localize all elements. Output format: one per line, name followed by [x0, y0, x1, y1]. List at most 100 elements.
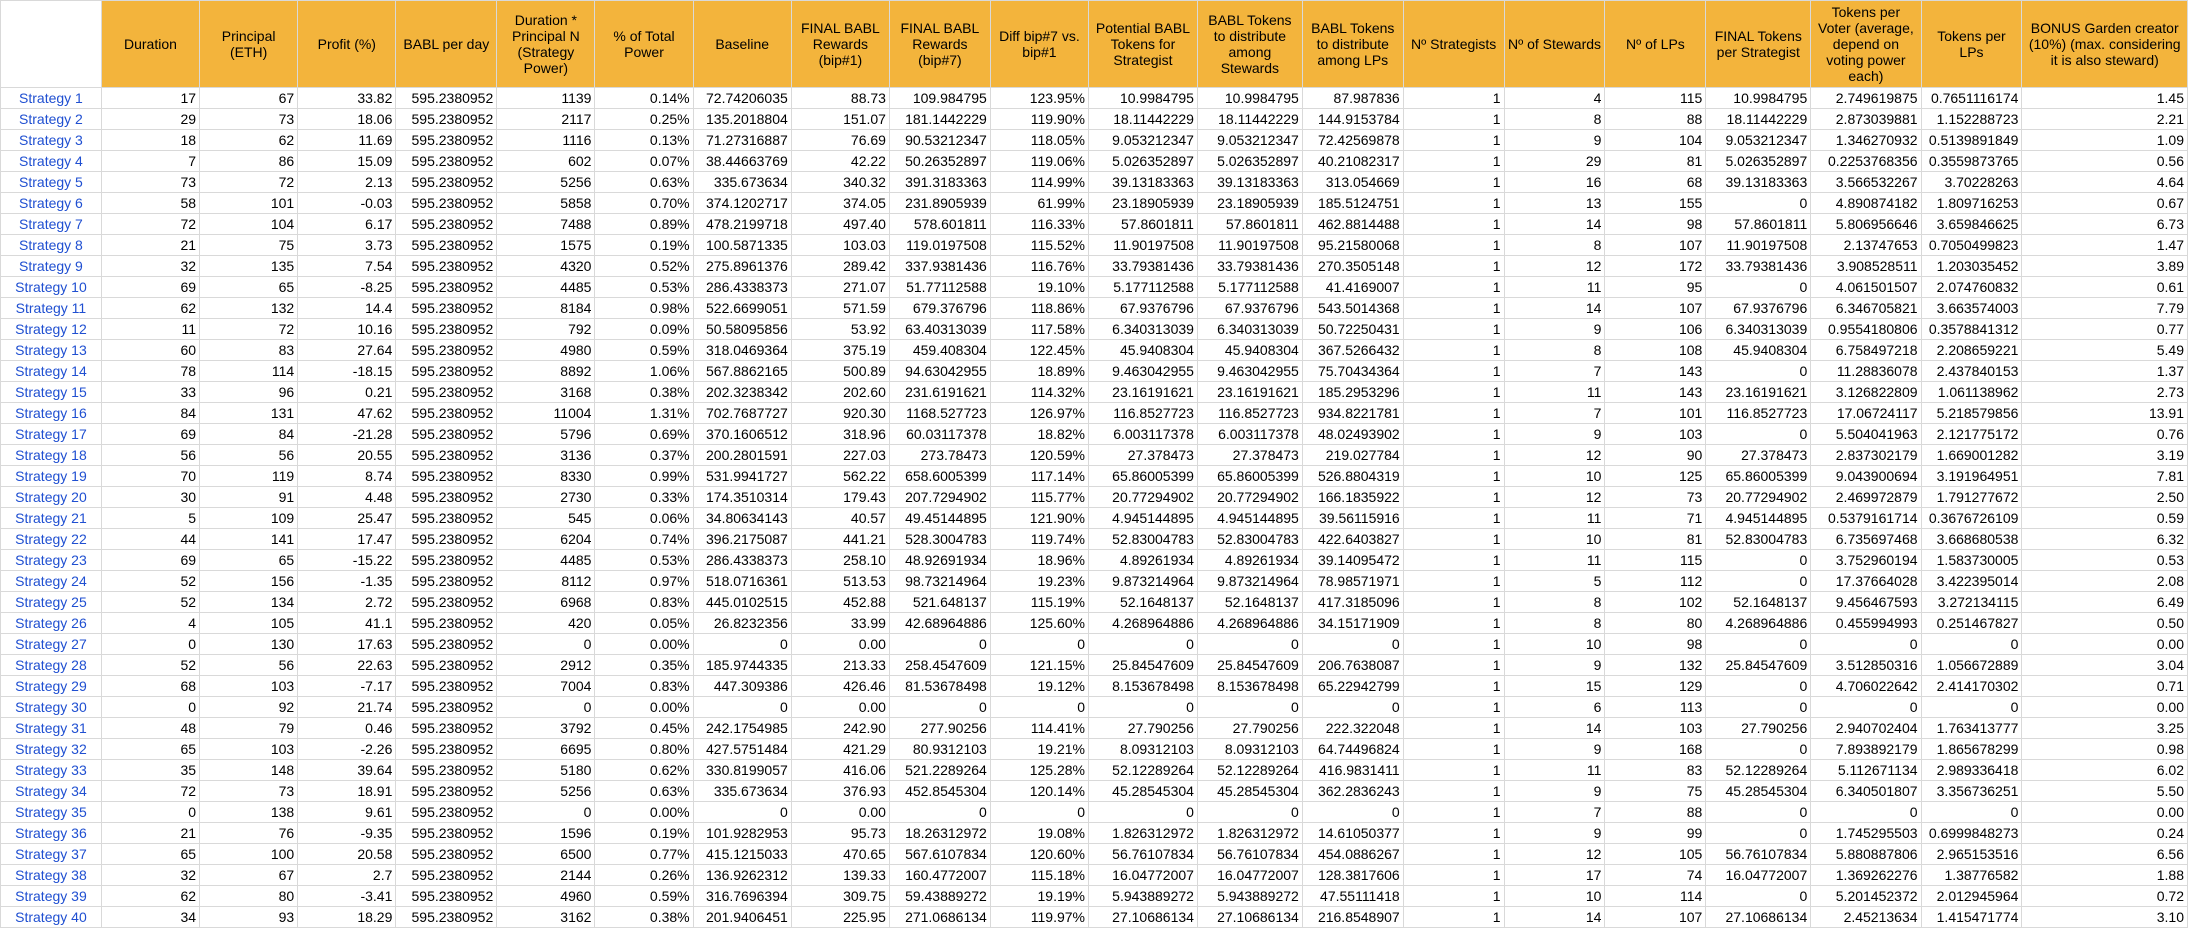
table-cell[interactable]: 107 [1604, 234, 1707, 256]
table-cell[interactable]: 1 [1402, 675, 1505, 697]
table-cell[interactable]: 0.77 [2021, 318, 2188, 340]
table-cell[interactable]: 3792 [496, 717, 596, 739]
table-cell[interactable]: 32 [100, 255, 201, 277]
strategy-name-cell[interactable]: Strategy 26 [0, 612, 102, 634]
table-cell[interactable]: 1 [1402, 276, 1505, 298]
table-cell[interactable]: 500.89 [790, 360, 890, 382]
table-cell[interactable]: 9.873214964 [1088, 570, 1198, 592]
table-cell[interactable]: 0.3578841312 [1920, 318, 2023, 340]
table-cell[interactable]: 0.76 [2021, 423, 2188, 445]
table-cell[interactable]: 0.97% [594, 570, 694, 592]
table-cell[interactable]: 2.208659221 [1920, 339, 2023, 361]
table-cell[interactable]: 0 [1196, 801, 1303, 823]
table-cell[interactable]: 115 [1604, 87, 1707, 109]
table-cell[interactable]: 0.00% [594, 801, 694, 823]
table-cell[interactable]: 0 [989, 801, 1090, 823]
table-cell[interactable]: 416.9831411 [1301, 759, 1404, 781]
table-cell[interactable]: 41.1 [297, 612, 397, 634]
table-cell[interactable]: 0.53 [2021, 549, 2188, 571]
table-cell[interactable]: 426.46 [790, 675, 890, 697]
table-cell[interactable]: 920.30 [790, 402, 890, 424]
column-header[interactable]: Baseline [692, 0, 792, 88]
table-cell[interactable]: 2117 [496, 108, 596, 130]
table-cell[interactable]: 562.22 [790, 465, 890, 487]
table-cell[interactable]: 120.14% [989, 780, 1090, 802]
table-cell[interactable]: 1116 [496, 129, 596, 151]
table-cell[interactable]: 94.63042955 [888, 360, 991, 382]
table-cell[interactable]: 340.32 [790, 171, 890, 193]
table-cell[interactable]: 106 [1604, 318, 1707, 340]
table-cell[interactable]: 123.95% [989, 87, 1090, 109]
table-cell[interactable]: 3168 [496, 381, 596, 403]
strategy-name-cell[interactable]: Strategy 20 [0, 486, 102, 508]
table-cell[interactable]: 136.9262312 [692, 864, 792, 886]
table-cell[interactable]: 185.5124751 [1301, 192, 1404, 214]
table-cell[interactable]: 27.64 [297, 339, 397, 361]
table-cell[interactable]: 441.21 [790, 528, 890, 550]
table-cell[interactable]: 8.09312103 [1088, 738, 1198, 760]
table-cell[interactable]: 101 [199, 192, 299, 214]
table-cell[interactable]: 1 [1402, 759, 1505, 781]
table-cell[interactable]: 595.2380952 [395, 570, 498, 592]
table-cell[interactable]: 21.74 [297, 696, 397, 718]
table-cell[interactable]: 10 [1503, 885, 1606, 907]
table-cell[interactable]: 242.1754985 [692, 717, 792, 739]
table-cell[interactable]: 521.648137 [888, 591, 991, 613]
table-cell[interactable]: 5.218579856 [1920, 402, 2023, 424]
table-cell[interactable]: -21.28 [297, 423, 397, 445]
table-cell[interactable]: 595.2380952 [395, 612, 498, 634]
table-cell[interactable]: 80 [1604, 612, 1707, 634]
table-cell[interactable]: 6.56 [2021, 843, 2188, 865]
table-cell[interactable]: 1.31% [594, 402, 694, 424]
table-cell[interactable]: 27.10686134 [1088, 906, 1198, 928]
table-cell[interactable]: 9 [1503, 822, 1606, 844]
table-cell[interactable]: 107 [1604, 297, 1707, 319]
table-cell[interactable]: 6 [1503, 696, 1606, 718]
table-cell[interactable]: 76 [199, 822, 299, 844]
table-cell[interactable]: 0 [1920, 696, 2023, 718]
table-cell[interactable]: 68 [1604, 171, 1707, 193]
table-cell[interactable]: 42.68964886 [888, 612, 991, 634]
table-cell[interactable]: 25.47 [297, 507, 397, 529]
table-cell[interactable]: 4320 [496, 255, 596, 277]
table-cell[interactable]: 318.0469364 [692, 339, 792, 361]
table-cell[interactable]: 18.11442229 [1705, 108, 1812, 130]
table-cell[interactable]: 90 [1604, 444, 1707, 466]
table-cell[interactable]: 185.9744335 [692, 654, 792, 676]
column-header[interactable]: BONUS Garden creator (10%) (max. conside… [2021, 0, 2188, 88]
table-cell[interactable]: 108 [1604, 339, 1707, 361]
table-cell[interactable]: 114.32% [989, 381, 1090, 403]
table-cell[interactable]: 0.07% [594, 150, 694, 172]
table-cell[interactable]: 48 [100, 717, 201, 739]
table-cell[interactable]: 6.340313039 [1705, 318, 1812, 340]
table-cell[interactable]: 33.79381436 [1088, 255, 1198, 277]
table-cell[interactable]: 0.00 [2021, 801, 2188, 823]
table-cell[interactable]: 6.73 [2021, 213, 2188, 235]
table-cell[interactable]: 1 [1402, 612, 1505, 634]
table-cell[interactable]: 6.758497218 [1810, 339, 1922, 361]
table-cell[interactable]: 83 [1604, 759, 1707, 781]
table-cell[interactable]: 225.95 [790, 906, 890, 928]
table-cell[interactable]: 23.18905939 [1196, 192, 1303, 214]
strategy-name-cell[interactable]: Strategy 23 [0, 549, 102, 571]
table-cell[interactable]: 0.99% [594, 465, 694, 487]
table-cell[interactable]: 32 [100, 864, 201, 886]
table-cell[interactable]: 166.1835922 [1301, 486, 1404, 508]
table-cell[interactable]: 1 [1402, 696, 1505, 718]
strategy-name-cell[interactable]: Strategy 6 [0, 192, 102, 214]
table-cell[interactable]: 0.59% [594, 339, 694, 361]
table-cell[interactable]: 16.04772007 [1196, 864, 1303, 886]
table-cell[interactable]: 65.86005399 [1196, 465, 1303, 487]
strategy-name-cell[interactable]: Strategy 40 [0, 906, 102, 928]
table-cell[interactable]: 26.8232356 [692, 612, 792, 634]
table-cell[interactable]: 4.061501507 [1810, 276, 1922, 298]
table-cell[interactable]: 96 [199, 381, 299, 403]
table-cell[interactable]: 3.272134115 [1920, 591, 2023, 613]
table-cell[interactable]: 81 [1604, 150, 1707, 172]
strategy-name-cell[interactable]: Strategy 21 [0, 507, 102, 529]
table-cell[interactable]: 109.984795 [888, 87, 991, 109]
strategy-name-cell[interactable]: Strategy 10 [0, 276, 102, 298]
strategy-name-cell[interactable]: Strategy 14 [0, 360, 102, 382]
table-cell[interactable]: 2.50 [2021, 486, 2188, 508]
column-header[interactable]: Nº of Stewards [1503, 0, 1606, 88]
